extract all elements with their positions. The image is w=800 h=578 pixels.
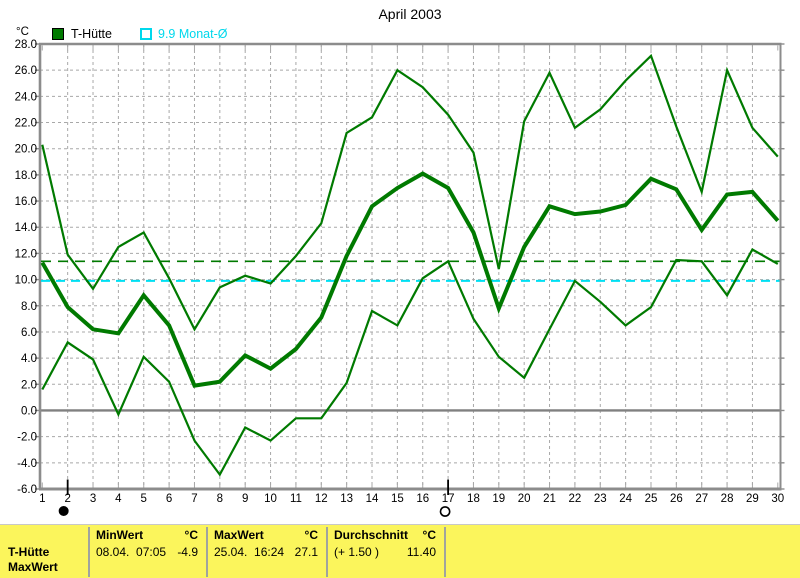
y-tick-label: 22.0 — [15, 118, 37, 130]
y-tick-label: 0.0 — [21, 405, 37, 417]
x-tick-label: 22 — [569, 493, 582, 505]
maxwert-header: MaxWert — [214, 528, 264, 542]
maxwert-value: 27.1 — [294, 545, 318, 559]
page-title: April 2003 — [378, 6, 442, 22]
plot-frame — [38, 42, 782, 491]
durchschnitt-header: Durchschnitt — [334, 528, 409, 542]
maxwert-datetime: 25.04. 16:24 — [214, 545, 285, 559]
x-tick-label: 30 — [771, 493, 784, 505]
y-tick-label: 2.0 — [21, 379, 37, 391]
y-tick-label: 16.0 — [15, 196, 37, 208]
y-tick-label: 24.0 — [15, 91, 37, 103]
x-axis-labels: 1 2 3 4 5 6 7 8 9 10 11 12 13 14 15 16 17 18 19 20 21 22 23 24 2… — [39, 493, 784, 505]
y-tick-label: 26.0 — [15, 65, 37, 77]
minwert-datetime: 08.04. 07:05 — [96, 545, 167, 559]
y-tick-label: 28.0 — [15, 39, 37, 51]
full-moon-icon — [439, 506, 451, 517]
x-tick-label: 2 — [64, 493, 70, 505]
x-gridlines — [67, 44, 753, 489]
x-tick-label: 16 — [416, 493, 429, 505]
y-axis-labels: 28.0 26.0 24.0 22.0 20.0 18.0 16.0 14.0 12.0 10.0… — [15, 39, 37, 496]
status-sensor-cell: T-Hütte MaxWert — [8, 525, 84, 578]
x-tick-label: 15 — [391, 493, 404, 505]
minwert-unit: °C — [184, 528, 198, 542]
maxwert-unit: °C — [304, 528, 318, 542]
x-tick-label: 8 — [217, 493, 223, 505]
x-tick-label: 5 — [141, 493, 147, 505]
x-tick-label: 21 — [543, 493, 556, 505]
y-gridlines — [40, 69, 781, 464]
axis-ticks — [35, 43, 785, 490]
y-tick-label: -2.0 — [17, 432, 37, 444]
status-divider — [326, 527, 328, 577]
status-maxwert-cell: MaxWert °C 25.04. 16:24 27.1 — [214, 525, 318, 578]
legend-label-t-huette: T-Hütte — [71, 27, 112, 41]
x-tick-label: 27 — [695, 493, 708, 505]
x-tick-label: 1 — [39, 493, 45, 505]
y-tick-label: 20.0 — [15, 144, 37, 156]
y-tick-label: 6.0 — [21, 327, 37, 339]
x-tick-label: 3 — [90, 493, 96, 505]
x-tick-label: 17 — [442, 493, 455, 505]
y-tick-label: 4.0 — [21, 353, 37, 365]
temperature-chart: 1 2 3 4 5 6 7 8 9 10 11 12 13 14 15 16 17 18 19 20 21 22 23 24 2… — [15, 39, 785, 517]
x-tick-label: 4 — [115, 493, 122, 505]
x-tick-label: 20 — [518, 493, 531, 505]
legend-swatch-monthly-average — [140, 28, 152, 40]
status-divider — [88, 527, 90, 577]
durchschnitt-offset: (+ 1.50 ) — [334, 545, 380, 559]
x-tick-label: 18 — [467, 493, 480, 505]
max-series-line — [41, 53, 779, 332]
durchschnitt-unit: °C — [422, 528, 436, 542]
status-minwert-cell: MinWert °C 08.04. 07:05 -4.9 — [96, 525, 198, 578]
legend-swatch-t-huette — [52, 28, 64, 40]
status-series-name: MaxWert — [8, 560, 58, 574]
status-durchschnitt-cell: Durchschnitt °C (+ 1.50 ) 11.40 — [334, 525, 436, 578]
x-tick-label: 6 — [166, 493, 172, 505]
mean-series-line — [40, 171, 780, 388]
x-tick-label: 23 — [594, 493, 607, 505]
y-tick-label: -6.0 — [17, 484, 37, 496]
x-tick-label: 24 — [619, 493, 632, 505]
status-bar: T-Hütte MaxWert MinWert °C 08.04. 07:05 … — [0, 524, 800, 578]
x-tick-label: 11 — [290, 493, 302, 505]
durchschnitt-value: 11.40 — [406, 545, 436, 559]
y-axis-unit-label: °C — [16, 26, 29, 38]
min-series-line — [41, 247, 779, 477]
x-tick-label: 12 — [315, 493, 328, 505]
status-sensor-name: T-Hütte — [8, 545, 50, 559]
x-tick-label: 25 — [645, 493, 658, 505]
x-tick-label: 14 — [366, 493, 379, 505]
status-divider — [206, 527, 208, 577]
y-tick-label: 14.0 — [15, 222, 37, 234]
y-tick-label: -4.0 — [17, 458, 37, 470]
x-tick-label: 19 — [492, 493, 505, 505]
minwert-value: -4.9 — [177, 545, 198, 559]
legend-label-monthly-average: 9.9 Monat-Ø — [158, 27, 228, 41]
y-tick-label: 10.0 — [15, 275, 37, 287]
x-tick-label: 9 — [242, 493, 248, 505]
x-tick-label: 26 — [670, 493, 683, 505]
y-tick-label: 18.0 — [15, 170, 37, 182]
new-moon-icon — [58, 506, 69, 516]
x-tick-label: 29 — [746, 493, 759, 505]
minwert-header: MinWert — [96, 528, 144, 542]
x-tick-label: 28 — [721, 493, 734, 505]
x-tick-label: 13 — [340, 493, 353, 505]
x-tick-label: 7 — [191, 493, 197, 505]
y-tick-label: 12.0 — [15, 248, 37, 260]
x-tick-label: 10 — [264, 493, 277, 505]
y-tick-label: 8.0 — [21, 301, 37, 313]
status-divider — [444, 527, 446, 577]
